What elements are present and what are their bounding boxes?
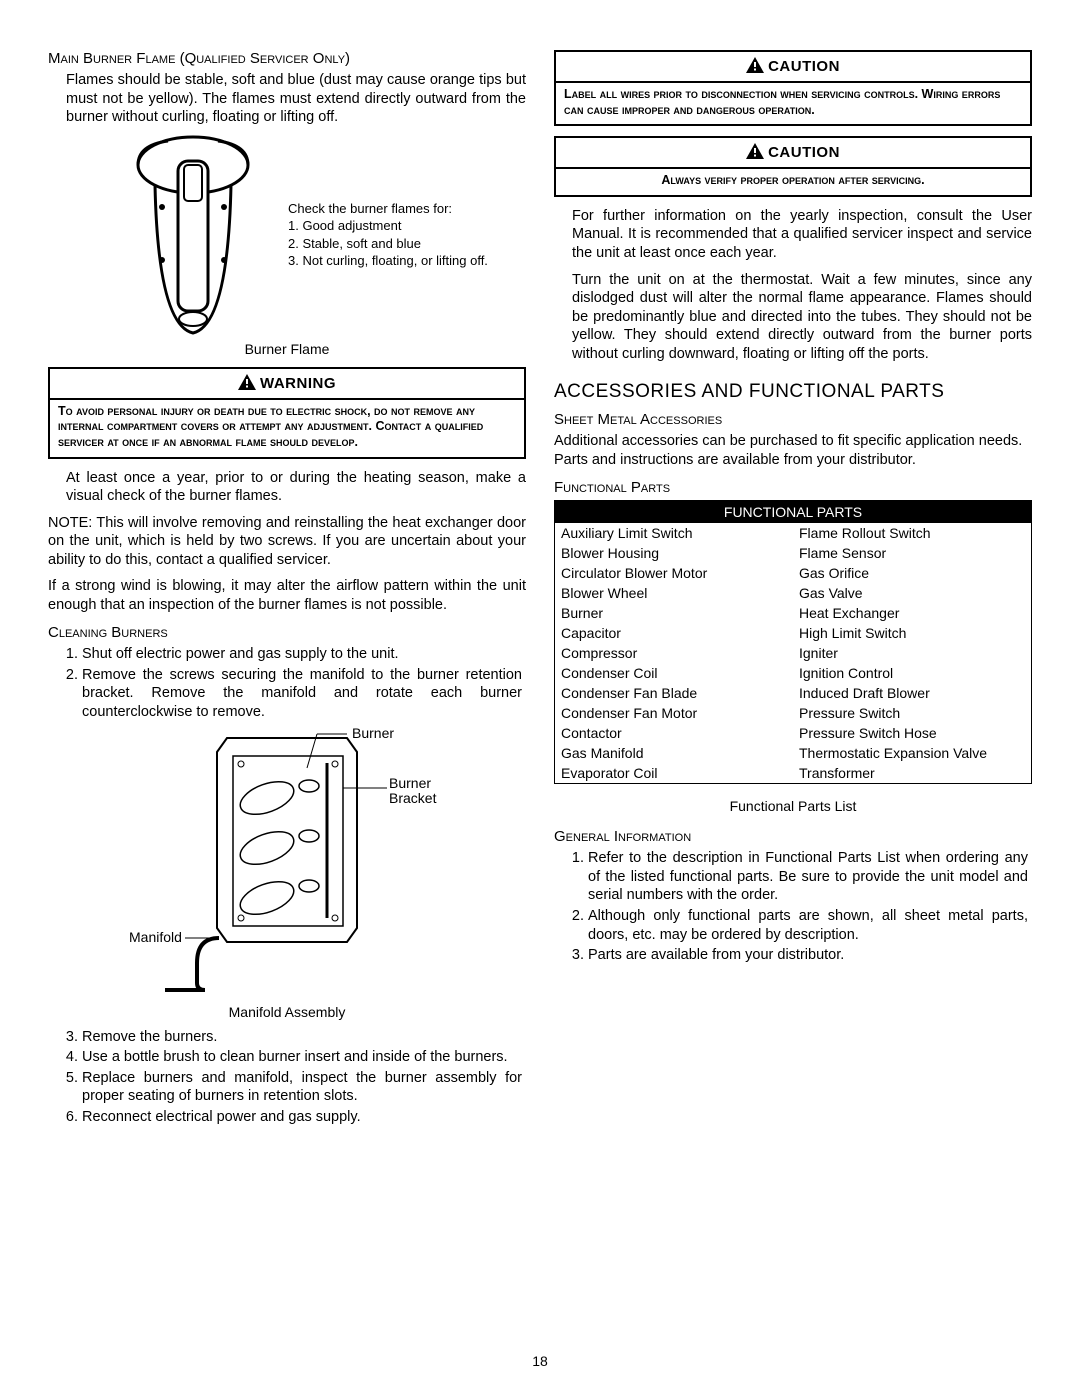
step-a-1: Shut off electric power and gas supply t…: [82, 645, 526, 664]
part-r-0: Flame Rollout Switch: [793, 523, 1032, 543]
check-item-3: 3. Not curling, floating, or lifting off…: [288, 252, 488, 270]
caution2-body: Always verify proper operation after ser…: [556, 169, 1030, 195]
info-step-3: Parts are available from your distributo…: [588, 946, 1032, 965]
step-b-4: Use a bottle brush to clean burner inser…: [82, 1048, 526, 1067]
heading-sheet-metal: Sheet Metal Accessories: [554, 411, 1032, 428]
para-further-info: For further information on the yearly in…: [572, 207, 1032, 263]
page-number: 18: [0, 1353, 1080, 1369]
part-l-1: Blower Housing: [555, 543, 794, 563]
part-l-7: Condenser Coil: [555, 663, 794, 683]
caution1-header: CAUTION: [556, 52, 1030, 83]
cleaning-steps-a: Shut off electric power and gas supply t…: [82, 645, 526, 721]
info-step-1: Refer to the description in Functional P…: [588, 849, 1032, 905]
step-b-3: Remove the burners.: [82, 1028, 526, 1047]
heading-functional: Functional Parts: [554, 479, 1032, 496]
left-column: Main Burner Flame (Qualified Servicer On…: [48, 50, 526, 1128]
para-flame-desc: Flames should be stable, soft and blue (…: [66, 71, 526, 127]
part-r-2: Gas Orifice: [793, 563, 1032, 583]
part-l-11: Gas Manifold: [555, 743, 794, 763]
flame-check-list: Check the burner flames for: 1. Good adj…: [288, 200, 488, 270]
step-b-6: Reconnect electrical power and gas suppl…: [82, 1108, 526, 1127]
label-manifold: Manifold: [129, 930, 182, 945]
part-l-2: Circulator Blower Motor: [555, 563, 794, 583]
part-r-4: Heat Exchanger: [793, 603, 1032, 623]
caution1-body: Label all wires prior to disconnection w…: [556, 83, 1030, 124]
label-bracket: Burner Bracket: [389, 776, 436, 807]
info-step-2: Although only functional parts are shown…: [588, 907, 1032, 944]
para-yearly: At least once a year, prior to or during…: [66, 469, 526, 506]
part-l-12: Evaporator Coil: [555, 763, 794, 784]
burner-flame-figure: Check the burner flames for: 1. Good adj…: [118, 135, 526, 335]
label-burner: Burner: [352, 726, 394, 741]
general-info-steps: Refer to the description in Functional P…: [588, 849, 1032, 964]
table-caption: Functional Parts List: [554, 798, 1032, 814]
heading-general-info: General Information: [554, 828, 1032, 845]
step-a-2: Remove the screws securing the manifold …: [82, 666, 526, 722]
warning-body: To avoid personal injury or death due to…: [50, 400, 524, 457]
right-column: CAUTION Label all wires prior to disconn…: [554, 50, 1032, 1128]
table-header: FUNCTIONAL PARTS: [555, 501, 1032, 524]
warning-icon: [238, 374, 256, 394]
warning-header: WARNING: [50, 369, 524, 400]
page-columns: Main Burner Flame (Qualified Servicer On…: [48, 50, 1032, 1128]
part-l-4: Burner: [555, 603, 794, 623]
check-intro: Check the burner flames for:: [288, 200, 488, 218]
fig1-caption: Burner Flame: [48, 341, 526, 357]
caution-icon: [746, 57, 764, 77]
part-r-12: Transformer: [793, 763, 1032, 784]
check-item-1: 1. Good adjustment: [288, 217, 488, 235]
functional-parts-table: FUNCTIONAL PARTS Auxiliary Limit SwitchF…: [554, 500, 1032, 784]
part-r-6: Igniter: [793, 643, 1032, 663]
part-r-1: Flame Sensor: [793, 543, 1032, 563]
part-l-9: Condenser Fan Motor: [555, 703, 794, 723]
warning-title: WARNING: [260, 375, 336, 392]
part-r-3: Gas Valve: [793, 583, 1032, 603]
fig2-caption: Manifold Assembly: [48, 1004, 526, 1020]
part-l-5: Capacitor: [555, 623, 794, 643]
part-l-6: Compressor: [555, 643, 794, 663]
part-r-5: High Limit Switch: [793, 623, 1032, 643]
caution-icon: [746, 143, 764, 163]
caution-box-2: CAUTION Always verify proper operation a…: [554, 136, 1032, 197]
heading-cleaning: Cleaning Burners: [48, 624, 526, 641]
part-l-3: Blower Wheel: [555, 583, 794, 603]
part-l-8: Condenser Fan Blade: [555, 683, 794, 703]
cleaning-steps-b: Remove the burners. Use a bottle brush t…: [82, 1028, 526, 1127]
caution1-title: CAUTION: [768, 58, 840, 75]
burner-flame-diagram: [118, 135, 268, 335]
part-r-11: Thermostatic Expansion Valve: [793, 743, 1032, 763]
section-accessories: ACCESSORIES AND FUNCTIONAL PARTS: [554, 381, 1032, 403]
para-turn-on: Turn the unit on at the thermostat. Wait…: [572, 271, 1032, 364]
step-b-5: Replace burners and manifold, inspect th…: [82, 1069, 526, 1106]
part-l-0: Auxiliary Limit Switch: [555, 523, 794, 543]
para-accessories: Additional accessories can be purchased …: [554, 432, 1032, 469]
caution-box-1: CAUTION Label all wires prior to disconn…: [554, 50, 1032, 126]
caution2-title: CAUTION: [768, 144, 840, 161]
caution2-header: CAUTION: [556, 138, 1030, 169]
part-r-10: Pressure Switch Hose: [793, 723, 1032, 743]
part-r-8: Induced Draft Blower: [793, 683, 1032, 703]
part-r-7: Ignition Control: [793, 663, 1032, 683]
part-r-9: Pressure Switch: [793, 703, 1032, 723]
warning-box: WARNING To avoid personal injury or deat…: [48, 367, 526, 459]
heading-main-burner: Main Burner Flame (Qualified Servicer On…: [48, 50, 526, 67]
manifold-figure: Burner Burner Bracket Manifold: [157, 728, 417, 998]
part-l-10: Contactor: [555, 723, 794, 743]
para-wind: If a strong wind is blowing, it may alte…: [48, 577, 526, 614]
para-note: NOTE: This will involve removing and rei…: [48, 514, 526, 570]
check-item-2: 2. Stable, soft and blue: [288, 235, 488, 253]
